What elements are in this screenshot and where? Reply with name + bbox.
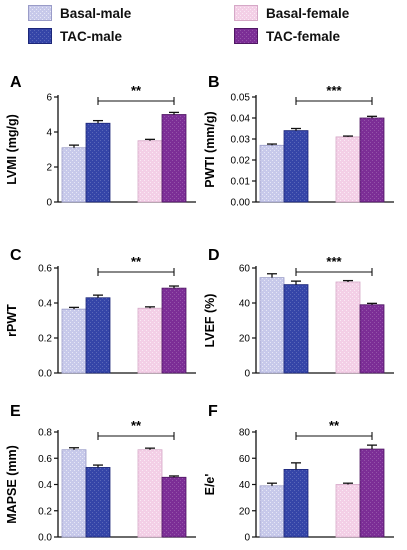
bar-tac-female [161, 476, 187, 538]
bar-tac-female [161, 114, 187, 203]
bar-tac-male [283, 130, 309, 203]
panel-label: A [10, 74, 22, 91]
legend-item-basal-female: Basal-female [234, 5, 349, 21]
y-tick-label: 0.04 [231, 114, 251, 125]
bar-tac-female [359, 304, 385, 374]
legend-item-tac-male: TAC-male [28, 28, 122, 44]
y-tick-label: 60 [239, 264, 251, 275]
panel-e: E MAPSE (mm) 0.0 0.2 0.4 0.6 0.8 ** [5, 403, 196, 544]
significance-label: ** [131, 418, 142, 433]
y-tick-label: 2 [46, 163, 52, 174]
y-tick-label: 0.2 [38, 506, 52, 517]
y-tick-label: 0.8 [38, 428, 52, 439]
significance-label: *** [326, 83, 342, 98]
panel-label: C [10, 247, 22, 264]
y-axis-label: MAPSE (mm) [5, 445, 19, 523]
legend-label: Basal-male [60, 5, 132, 21]
y-tick-label: 0.03 [231, 135, 251, 146]
basal-female-swatch-icon [234, 5, 258, 21]
y-tick-label: 80 [239, 428, 251, 439]
bar-basal-male [61, 308, 87, 374]
panel-f: F E/e' 0 20 40 60 80 ** [203, 403, 394, 544]
bar-basal-male [61, 449, 87, 538]
bar-tac-male [85, 122, 111, 203]
legend-item-tac-female: TAC-female [234, 28, 340, 44]
legend-label: TAC-female [266, 28, 341, 44]
y-tick-label: 20 [239, 334, 251, 345]
y-tick-label: 0.0 [38, 533, 52, 544]
bar-tac-male [283, 469, 309, 538]
significance-label: ** [131, 254, 142, 269]
y-tick-label: 0.0 [38, 369, 52, 380]
tac-female-swatch-icon [234, 28, 258, 44]
bar-tac-male [85, 297, 111, 374]
y-tick-label: 40 [239, 480, 251, 491]
y-tick-label: 60 [239, 454, 251, 465]
tac-male-swatch-icon [28, 28, 52, 44]
basal-male-swatch-icon [28, 5, 52, 21]
y-tick-label: 0.01 [231, 177, 251, 188]
bar-tac-male [85, 467, 111, 538]
y-tick-label: 20 [239, 506, 251, 517]
bar-tac-female [359, 448, 385, 538]
y-tick-label: 0.2 [38, 334, 52, 345]
y-tick-label: 0.05 [231, 93, 251, 104]
bar-basal-female [335, 281, 361, 374]
y-tick-label: 0.6 [38, 264, 52, 275]
bar-basal-male [259, 485, 285, 538]
bar-basal-female [335, 484, 361, 538]
y-tick-label: 6 [46, 93, 52, 104]
y-tick-label: 40 [239, 299, 251, 310]
panel-label: F [208, 403, 218, 420]
panel-label: E [10, 403, 21, 420]
legend-label: Basal-female [266, 5, 350, 21]
bar-basal-female [137, 449, 163, 538]
y-tick-label: 0.02 [231, 156, 251, 167]
y-tick-label: 4 [46, 128, 52, 139]
significance-label: *** [326, 254, 342, 269]
bar-basal-female [137, 307, 163, 374]
y-axis-label: LVMI (mg/g) [5, 114, 19, 185]
panel-label: D [208, 247, 220, 264]
y-tick-label: 0.4 [38, 299, 52, 310]
y-tick-label: 0 [244, 533, 250, 544]
y-tick-label: 0 [46, 198, 52, 209]
bar-basal-male [259, 144, 285, 203]
bar-basal-female [335, 136, 361, 203]
bar-tac-female [359, 117, 385, 203]
y-axis-label: rPWT [5, 304, 19, 337]
y-tick-label: 0.6 [38, 454, 52, 465]
y-tick-label: 0.00 [231, 198, 251, 209]
y-axis-label: E/e' [203, 474, 217, 496]
legend: Basal-male TAC-male Basal-female TAC-fem… [0, 0, 407, 50]
bar-basal-female [137, 140, 163, 203]
bar-basal-male [61, 147, 87, 203]
y-axis-label: PWTI (mm/g) [203, 111, 217, 187]
y-tick-label: 0.4 [38, 480, 52, 491]
panel-label: B [208, 74, 220, 91]
y-tick-label: 0 [244, 369, 250, 380]
bar-tac-male [283, 284, 309, 374]
panel-d: D LVEF (%) 0 20 40 60 *** [203, 247, 394, 380]
panel-b: B PWTI (mm/g) 0.00 0.01 0.02 0.03 0.04 0.05 *** [203, 74, 394, 209]
significance-label: ** [329, 418, 340, 433]
y-axis-label: LVEF (%) [203, 294, 217, 348]
legend-item-basal-male: Basal-male [28, 5, 131, 21]
legend-label: TAC-male [60, 28, 123, 44]
bar-basal-male [259, 277, 285, 374]
panel-a: A LVMI (mg/g) 0 2 4 6 ** [5, 74, 196, 209]
significance-label: ** [131, 83, 142, 98]
bar-tac-female [161, 287, 187, 374]
